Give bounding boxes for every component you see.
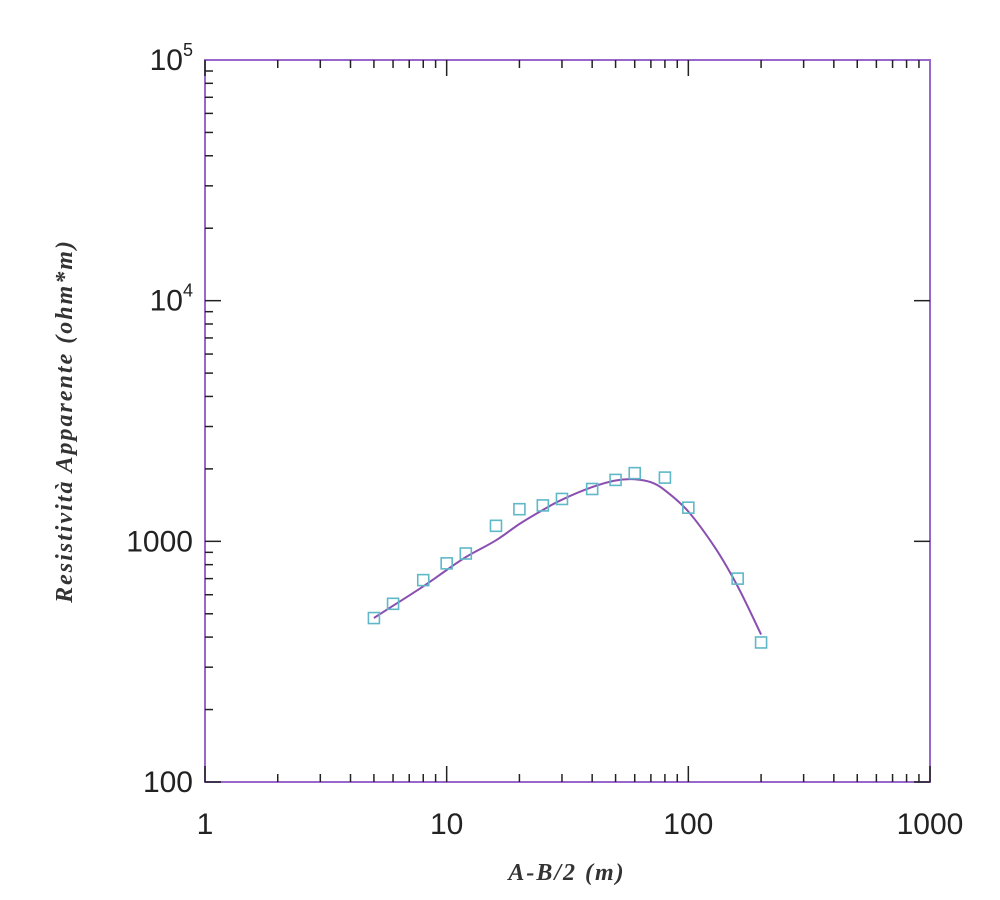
y-axis-title: Resistività Apparente (ohm*m): [52, 239, 78, 604]
data-point: [513, 502, 526, 516]
data-point: [367, 611, 381, 625]
data-point: [459, 547, 473, 560]
y-tick-label: 1000: [126, 525, 193, 558]
x-tick-labels: 1 10 100 1000: [197, 808, 964, 841]
data-point: [585, 482, 599, 496]
y-tick-label: 104: [150, 281, 193, 318]
data-point: [609, 473, 622, 487]
data-point: [754, 636, 768, 649]
x-tick-label: 1: [197, 808, 214, 841]
y-tick-label: 100: [143, 766, 193, 799]
data-point: [386, 597, 400, 611]
fit-curve: [373, 478, 762, 635]
data-point: [628, 466, 642, 480]
y-tick-labels: 100 1000 104 105: [126, 40, 193, 799]
data-point: [489, 519, 503, 533]
axis-ticks: [204, 60, 931, 783]
data-point: [440, 557, 453, 570]
data-point: [416, 573, 430, 587]
data-points-layer: [367, 466, 768, 649]
x-tick-label: 1000: [897, 808, 964, 841]
data-point: [682, 501, 695, 514]
data-point: [536, 499, 550, 512]
plot-frame: [204, 59, 931, 783]
data-point: [731, 572, 744, 585]
y-tick-label: 105: [150, 40, 193, 77]
data-point: [658, 471, 672, 484]
x-tick-label: 100: [663, 808, 713, 841]
fit-curve-layer: [373, 478, 762, 635]
x-axis-title: A-B/2 (m): [506, 860, 625, 886]
x-tick-label: 10: [430, 808, 463, 841]
data-point: [555, 492, 569, 506]
